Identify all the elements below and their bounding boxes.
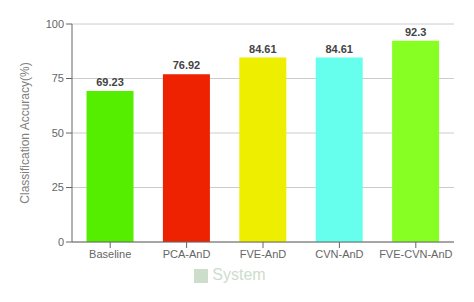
svg-text:0: 0 [58, 236, 64, 248]
svg-text:92.3: 92.3 [405, 26, 426, 38]
svg-text:CVN-AnD: CVN-AnD [315, 248, 363, 260]
svg-text:FVE-CVN-AnD: FVE-CVN-AnD [379, 248, 452, 260]
svg-text:FVE-AnD: FVE-AnD [240, 248, 287, 260]
svg-text:50: 50 [52, 127, 64, 139]
svg-text:100: 100 [46, 18, 64, 30]
svg-text:69.23: 69.23 [96, 76, 124, 88]
svg-text:84.61: 84.61 [325, 43, 353, 55]
svg-text:75: 75 [52, 72, 64, 84]
svg-text:84.61: 84.61 [249, 43, 277, 55]
svg-text:PCA-AnD: PCA-AnD [163, 248, 211, 260]
svg-text:76.92: 76.92 [173, 59, 201, 71]
svg-text:Classification Accuracy(%): Classification Accuracy(%) [18, 62, 32, 203]
html-text:System: System [212, 266, 266, 283]
svg-text:Baseline: Baseline [89, 248, 131, 260]
svg-text:25: 25 [52, 181, 64, 193]
